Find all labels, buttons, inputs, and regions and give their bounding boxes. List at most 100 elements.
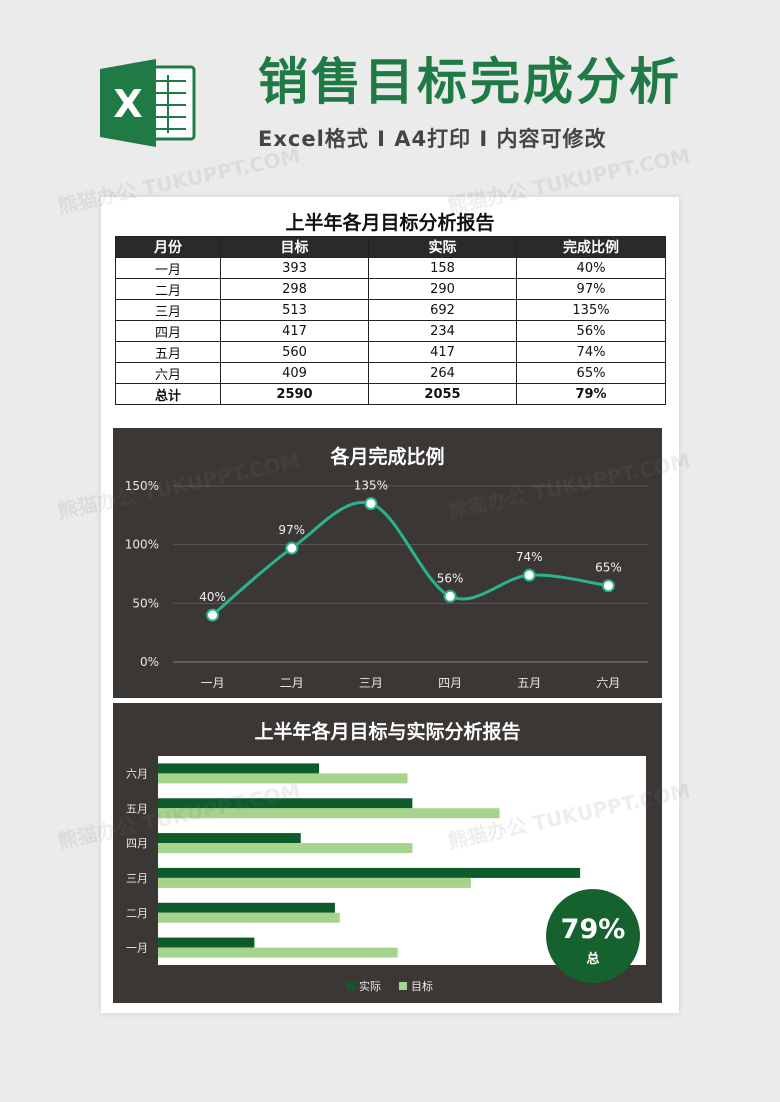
bar-target [158,877,471,888]
cell-target: 560 [220,341,369,363]
cell-target: 393 [220,257,369,279]
cell-rate: 40% [516,257,666,279]
x-tick-label: 二月 [280,676,304,690]
col-header-actual: 实际 [368,236,517,258]
sales-table: 月份 目标 实际 完成比例 一月 393 158 40% 二月 298 290 … [115,236,666,405]
data-label: 56% [437,571,464,585]
legend-label: 实际 [359,979,381,993]
bar-target [158,773,408,784]
total-badge-value: 79% [561,914,626,945]
cell-target: 417 [220,320,369,342]
cell-actual: 692 [368,299,517,321]
table-row: 二月 298 290 97% [115,278,666,300]
bar-actual [158,833,301,844]
cell-rate: 65% [516,362,666,384]
cell-month: 一月 [115,257,221,279]
col-header-month: 月份 [115,236,221,258]
x-tick-label: 六月 [596,676,620,690]
cell-total-rate: 79% [516,383,666,405]
data-label: 135% [354,479,388,493]
y-tick-label: 五月 [126,802,148,815]
table-row: 六月 409 264 65% [115,362,666,384]
y-tick-label: 一月 [126,942,148,955]
data-point [443,589,457,603]
cell-target: 513 [220,299,369,321]
data-point [601,579,615,593]
bar-chart-title: 上半年各月目标与实际分析报告 [254,721,521,743]
bar-target [158,843,413,854]
table-row: 三月 513 692 135% [115,299,666,321]
bar-target [158,912,340,923]
cell-target: 298 [220,278,369,300]
cell-month: 二月 [115,278,221,300]
y-tick-label: 三月 [126,872,148,885]
cell-rate: 74% [516,341,666,363]
page-title: 销售目标完成分析 [258,53,682,111]
table-title: 上半年各月目标分析报告 [285,212,495,234]
cell-actual: 234 [368,320,517,342]
total-badge [546,889,640,983]
cell-total-target: 2590 [220,383,369,405]
data-point [522,568,536,582]
cell-target: 409 [220,362,369,384]
data-label: 97% [278,523,305,537]
data-point [206,608,220,622]
page-subtitle: Excel格式 I A4打印 I 内容可修改 [258,127,607,151]
x-tick-label: 四月 [438,676,462,690]
legend-swatch [347,982,355,990]
cell-total-label: 总计 [115,383,221,405]
table-total-row: 总计 2590 2055 79% [115,383,666,405]
series-line [211,500,609,617]
cell-actual: 417 [368,341,517,363]
cell-month: 六月 [115,362,221,384]
col-header-target: 目标 [220,236,369,258]
cell-rate: 135% [516,299,666,321]
data-label: 65% [595,561,622,575]
y-tick-label: 六月 [126,767,148,780]
y-tick-label: 100% [125,538,159,552]
bar-actual [158,763,320,774]
cell-actual: 264 [368,362,517,384]
table-header-row: 月份 目标 实际 完成比例 [115,236,666,258]
data-point [285,541,299,555]
table-row: 四月 417 234 56% [115,320,666,342]
line-chart: 0% 50% 100% 150% 40% 一月 97% 二月 135% 三月 56% 四月 74% 五月 6… [125,479,648,690]
bar-actual [158,798,413,809]
data-point [364,497,378,511]
bar-actual [158,867,581,878]
bar-actual [158,902,335,913]
cell-actual: 290 [368,278,517,300]
bar-target [158,947,398,958]
x-tick-label: 一月 [201,676,225,690]
table-row: 五月 560 417 74% [115,341,666,363]
y-tick-label: 50% [132,596,159,610]
cell-month: 三月 [115,299,221,321]
line-chart-title: 各月完成比例 [330,446,445,468]
y-tick-label: 150% [125,479,159,493]
legend-swatch [399,982,407,990]
bar-chart: 一月 二月 三月 四月 五月 六月 79% 总实际 目标 [126,756,646,993]
logo-letter: X [113,82,142,126]
legend-label: 目标 [411,979,433,993]
cell-total-actual: 2055 [368,383,517,405]
y-tick-label: 二月 [126,907,148,920]
header: X 销售目标完成分析 Excel格式 I A4打印 I 内容可修改 [0,0,780,190]
table-row: 一月 393 158 40% [115,257,666,279]
excel-logo-icon: X [100,59,196,147]
x-tick-label: 三月 [359,676,383,690]
cell-month: 五月 [115,341,221,363]
total-badge-label: 总 [586,951,599,967]
x-tick-label: 五月 [517,676,541,690]
y-tick-label: 四月 [126,837,148,850]
cell-month: 四月 [115,320,221,342]
data-label: 74% [516,550,543,564]
bar-actual [158,937,255,948]
line-chart-panel: 各月完成比例 0% 50% 100% 150% 40% 一月 97% 二月 135% 三月 56% 四… [113,428,662,698]
col-header-rate: 完成比例 [516,236,666,258]
cell-rate: 56% [516,320,666,342]
bar-target [158,808,500,819]
cell-actual: 158 [368,257,517,279]
bar-chart-panel: 上半年各月目标与实际分析报告 一月 二月 三月 四月 五月 六月 79% 总实际 目标 [113,703,662,1003]
cell-rate: 97% [516,278,666,300]
y-tick-label: 0% [140,655,159,669]
